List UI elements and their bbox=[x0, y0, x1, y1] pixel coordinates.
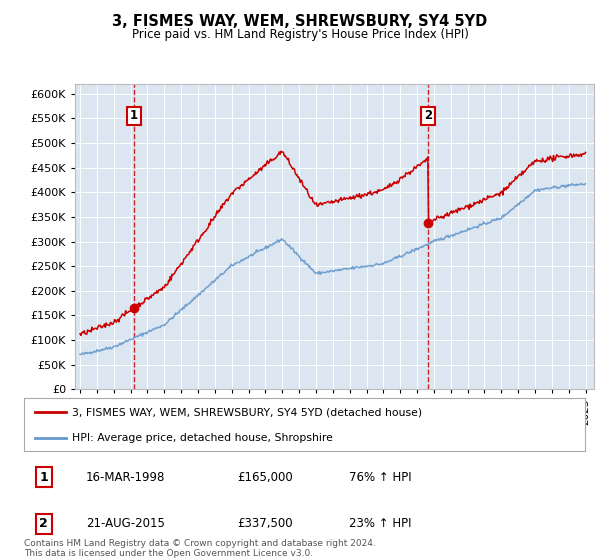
Text: 3, FISMES WAY, WEM, SHREWSBURY, SY4 5YD: 3, FISMES WAY, WEM, SHREWSBURY, SY4 5YD bbox=[112, 14, 488, 29]
Text: 3, FISMES WAY, WEM, SHREWSBURY, SY4 5YD (detached house): 3, FISMES WAY, WEM, SHREWSBURY, SY4 5YD … bbox=[71, 408, 422, 418]
Text: Contains HM Land Registry data © Crown copyright and database right 2024.
This d: Contains HM Land Registry data © Crown c… bbox=[24, 539, 376, 558]
Text: 1: 1 bbox=[39, 471, 48, 484]
Text: 1: 1 bbox=[130, 110, 138, 123]
Text: Price paid vs. HM Land Registry's House Price Index (HPI): Price paid vs. HM Land Registry's House … bbox=[131, 28, 469, 41]
Text: 23% ↑ HPI: 23% ↑ HPI bbox=[349, 517, 412, 530]
Text: £337,500: £337,500 bbox=[237, 517, 293, 530]
Text: 21-AUG-2015: 21-AUG-2015 bbox=[86, 517, 164, 530]
Text: £165,000: £165,000 bbox=[237, 471, 293, 484]
Text: HPI: Average price, detached house, Shropshire: HPI: Average price, detached house, Shro… bbox=[71, 433, 332, 443]
Text: 2: 2 bbox=[39, 517, 48, 530]
Text: 16-MAR-1998: 16-MAR-1998 bbox=[86, 471, 165, 484]
Text: 2: 2 bbox=[424, 110, 432, 123]
Text: 76% ↑ HPI: 76% ↑ HPI bbox=[349, 471, 412, 484]
